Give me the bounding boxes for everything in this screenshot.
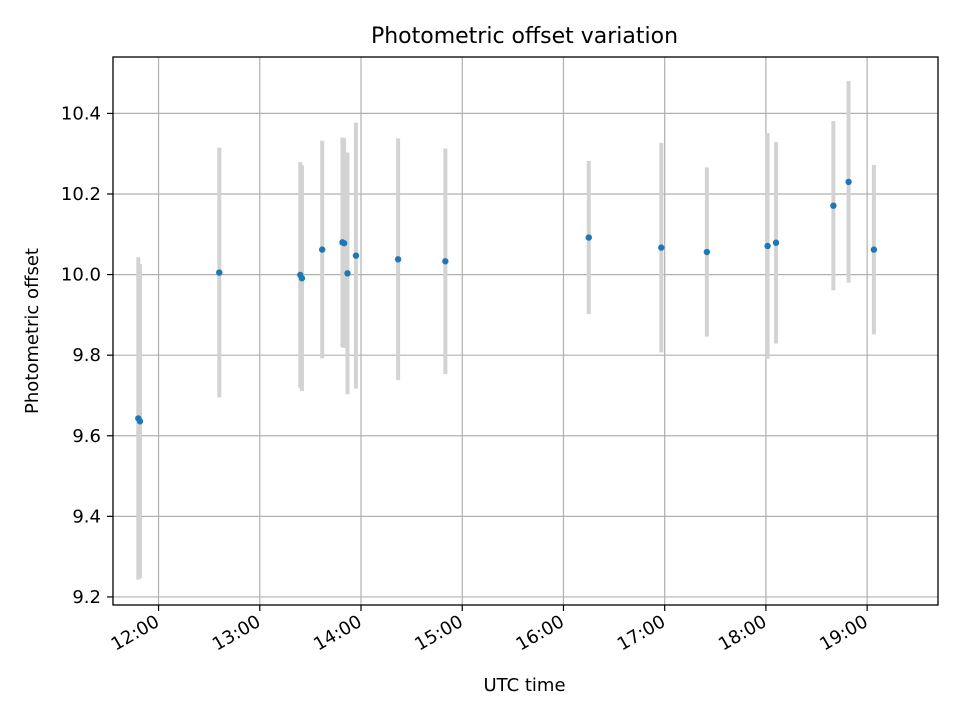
data-point [136, 418, 144, 425]
data-point [764, 242, 771, 250]
data-point [344, 270, 351, 277]
y-tick-label: 10.4 [61, 103, 101, 124]
data-point [319, 246, 326, 253]
x-axis-label: UTC time [483, 675, 565, 696]
y-tick-label: 10.2 [61, 184, 101, 205]
data-point [830, 202, 837, 209]
y-tick-label: 9.8 [72, 345, 101, 366]
data-point [394, 256, 402, 263]
y-axis: 9.2 9.4 9.6 9.8 10.0 10.2 10.4 [61, 103, 113, 608]
data-point [442, 258, 449, 265]
y-axis-label: Photometric offset [22, 248, 43, 414]
data-point [340, 239, 348, 247]
y-tick-label: 9.2 [72, 587, 101, 608]
data-point [298, 275, 306, 282]
data-point [845, 178, 852, 186]
plot-frame [112, 56, 939, 606]
data-point [658, 244, 665, 251]
data-point [870, 246, 878, 253]
data-point [216, 269, 223, 276]
data-point [585, 234, 592, 241]
data-point [703, 248, 711, 256]
y-tick-label: 10.0 [61, 265, 101, 286]
data-point [352, 252, 360, 259]
y-tick-label: 9.4 [72, 506, 101, 527]
chart-title: Photometric offset variation [371, 24, 678, 49]
y-tick-label: 9.6 [72, 426, 101, 447]
data-points [135, 178, 878, 425]
data-point [772, 239, 780, 246]
